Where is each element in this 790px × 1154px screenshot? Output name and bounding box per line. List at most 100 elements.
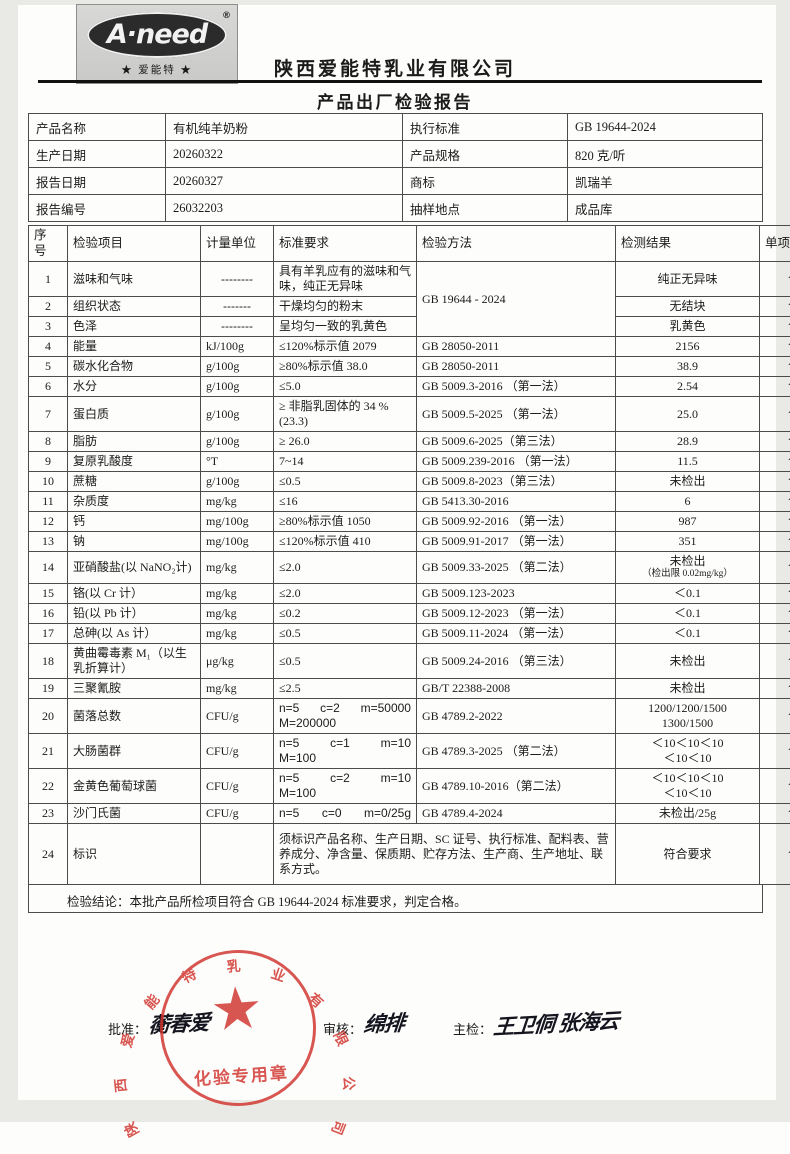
row-method: GB 5413.30-2016 xyxy=(417,492,616,512)
row-item: 铅(以 Pb 计） xyxy=(68,604,201,624)
row-judgement: 合格 xyxy=(760,262,790,297)
row-unit: CFU/g xyxy=(201,699,274,734)
table-row: 9 复原乳酸度 °T 7~14 GB 5009.239-2016 （第一法） 1… xyxy=(29,452,790,472)
row-result: 25.0 xyxy=(616,397,760,432)
seal-arc-char: 公 xyxy=(339,1076,359,1091)
seal-arc-char: 特 xyxy=(178,964,200,988)
seal-arc-char: 业 xyxy=(269,963,289,986)
row-item: 蛋白质 xyxy=(68,397,201,432)
sampling-c: c=2 xyxy=(320,701,340,716)
sampling-M: M=200000 xyxy=(279,716,411,731)
table-header-row: 序 号 检验项目 计量单位 标准要求 检验方法 检测结果 单项判定 xyxy=(29,226,790,262)
row-method: GB 4789.3-2025 （第二法） xyxy=(417,734,616,769)
row-item: 钠 xyxy=(68,532,201,552)
row-judgement: 合格 xyxy=(760,512,790,532)
row-result: 未检出 xyxy=(616,644,760,679)
row-requirement: ≤16 xyxy=(274,492,417,512)
info-value: 26032203 xyxy=(166,195,403,222)
row-unit: kJ/100g xyxy=(201,337,274,357)
table-row: 18 黄曲霉毒素 M₁（以生乳折算计） μg/kg ≤0.5 GB 5009.2… xyxy=(29,644,790,679)
company-name: 陕西爱能特乳业有限公司 xyxy=(0,54,790,81)
row-requirement: 呈均匀一致的乳黄色 xyxy=(274,317,417,337)
row-method: GB 5009.8-2023（第三法） xyxy=(417,472,616,492)
table-row: 报告编号 26032203 抽样地点 成品库 xyxy=(29,195,763,222)
col-header-no-line1: 序 xyxy=(34,228,62,244)
row-judgement: 合格 xyxy=(760,624,790,644)
row-method: GB 5009.12-2023 （第一法） xyxy=(417,604,616,624)
sampling-c: c=0 xyxy=(322,806,342,821)
info-key: 抽样地点 xyxy=(403,195,568,222)
inspection-table-head: 序 号 检验项目 计量单位 标准要求 检验方法 检测结果 单项判定 xyxy=(29,226,790,262)
row-no: 6 xyxy=(29,377,68,397)
row-unit: ------- xyxy=(201,297,274,317)
row-no: 7 xyxy=(29,397,68,432)
table-row: 8 脂肪 g/100g ≥ 26.0 GB 5009.6-2025（第三法） 2… xyxy=(29,432,790,452)
scan-edge-left xyxy=(0,0,18,1122)
row-result: ＜0.1 xyxy=(616,624,760,644)
row-judgement: 合格 xyxy=(760,604,790,624)
table-row: 23 沙门氏菌 CFU/g n=5 c=0 m=0/25g GB 4789.4-… xyxy=(29,804,790,824)
row-result: 无结块 xyxy=(616,297,760,317)
page-title: 产品出厂检验报告 xyxy=(0,88,790,113)
row-judgement: 合格 xyxy=(760,804,790,824)
row-requirement: ≤0.2 xyxy=(274,604,417,624)
row-no: 4 xyxy=(29,337,68,357)
table-row: 20 菌落总数 CFU/g n=5 c=2 m=50000 M=200000 G… xyxy=(29,699,790,734)
row-result: 符合要求 xyxy=(616,824,760,885)
reviewer-label: 审核： xyxy=(323,1019,362,1038)
row-result: 未检出 xyxy=(616,472,760,492)
row-method: GB 5009.33-2025 （第二法） xyxy=(417,552,616,584)
table-row: 15 铬(以 Cr 计） mg/kg ≤2.0 GB 5009.123-2023… xyxy=(29,584,790,604)
row-judgement: 合格 xyxy=(760,452,790,472)
row-no: 13 xyxy=(29,532,68,552)
info-value: 有机纯羊奶粉 xyxy=(166,114,403,141)
row-method: GB 5009.11-2024 （第一法） xyxy=(417,624,616,644)
row-item: 菌落总数 xyxy=(68,699,201,734)
table-row: 生产日期 20260322 产品规格 820 克/听 xyxy=(29,141,763,168)
row-judgement: 合格 xyxy=(760,584,790,604)
row-no: 16 xyxy=(29,604,68,624)
sampling-plan-line1: n=5 c=2 m=10 xyxy=(279,771,411,786)
table-row: 3 色泽 -------- 呈均匀一致的乳黄色 乳黄色 合格 xyxy=(29,317,790,337)
table-row: 报告日期 20260327 商标 凯瑞羊 xyxy=(29,168,763,195)
table-row: 11 杂质度 mg/kg ≤16 GB 5413.30-2016 6 合格 xyxy=(29,492,790,512)
row-method: GB 4789.4-2024 xyxy=(417,804,616,824)
row-unit: CFU/g xyxy=(201,804,274,824)
inspection-conclusion: 检验结论：本批产品所检项目符合 GB 19644-2024 标准要求，判定合格。 xyxy=(28,885,763,913)
row-method: GB 5009.123-2023 xyxy=(417,584,616,604)
row-item: 金黄色葡萄球菌 xyxy=(68,769,201,804)
info-key: 报告编号 xyxy=(29,195,166,222)
row-method: GB 5009.91-2017 （第一法） xyxy=(417,532,616,552)
row-no: 10 xyxy=(29,472,68,492)
row-result: 38.9 xyxy=(616,357,760,377)
row-no: 8 xyxy=(29,432,68,452)
seal-arc-char: 西 xyxy=(110,1077,131,1093)
row-requirement: ≥ 26.0 xyxy=(274,432,417,452)
row-method: GB 5009.239-2016 （第一法） xyxy=(417,452,616,472)
row-judgement: 合格 xyxy=(760,432,790,452)
row-no: 11 xyxy=(29,492,68,512)
chief-inspector-label: 主检： xyxy=(453,1019,492,1038)
row-result-value: 未检出 xyxy=(621,554,754,569)
table-row: 13 钠 mg/100g ≤120%标示值 410 GB 5009.91-201… xyxy=(29,532,790,552)
table-row: 2 组织状态 ------- 干燥均匀的粉末 无结块 合格 xyxy=(29,297,790,317)
product-info-body: 产品名称 有机纯羊奶粉 执行标准 GB 19644-2024 生产日期 2026… xyxy=(29,114,763,222)
row-unit: mg/kg xyxy=(201,492,274,512)
table-row: 10 蔗糖 g/100g ≤0.5 GB 5009.8-2023（第三法） 未检… xyxy=(29,472,790,492)
table-row: 16 铅(以 Pb 计） mg/kg ≤0.2 GB 5009.12-2023 … xyxy=(29,604,790,624)
row-method: GB 5009.5-2025 （第一法） xyxy=(417,397,616,432)
row-unit: -------- xyxy=(201,317,274,337)
table-row: 4 能量 kJ/100g ≤120%标示值 2079 GB 28050-2011… xyxy=(29,337,790,357)
row-requirement: ≤2.0 xyxy=(274,584,417,604)
row-unit: mg/100g xyxy=(201,512,274,532)
row-item: 水分 xyxy=(68,377,201,397)
row-item: 杂质度 xyxy=(68,492,201,512)
sampling-M: M=100 xyxy=(279,786,411,801)
row-method: GB 5009.6-2025（第三法） xyxy=(417,432,616,452)
sampling-plan-line1: n=5 c=0 m=0/25g xyxy=(279,806,411,821)
document-header: A·need ® ★ 爱能特 ★ 陕西爱能特乳业有限公司 产品出厂检验报告 xyxy=(0,0,790,100)
row-item: 色泽 xyxy=(68,317,201,337)
sampling-n: n=5 xyxy=(279,806,299,821)
inspection-results-table: 序 号 检验项目 计量单位 标准要求 检验方法 检测结果 单项判定 1 滋味和气… xyxy=(28,225,790,885)
table-row: 5 碳水化合物 g/100g ≥80%标示值 38.0 GB 28050-201… xyxy=(29,357,790,377)
